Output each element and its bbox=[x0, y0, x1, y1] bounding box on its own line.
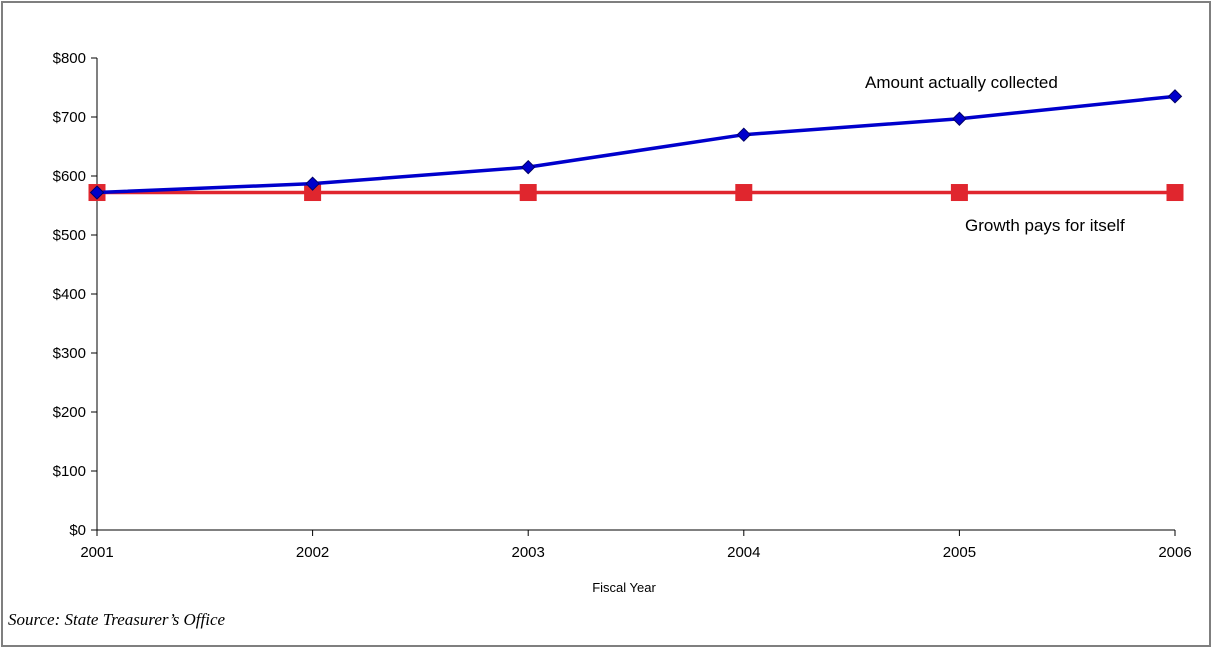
data-point-square bbox=[519, 184, 537, 202]
y-tick-label: $100 bbox=[53, 463, 86, 480]
data-point-diamond bbox=[1167, 89, 1183, 104]
x-tick-label: 2005 bbox=[943, 544, 976, 561]
data-point-square bbox=[950, 184, 968, 202]
x-tick-label: 2006 bbox=[1158, 544, 1191, 561]
y-tick-label: $700 bbox=[53, 109, 86, 126]
x-tick-label: 2003 bbox=[512, 544, 545, 561]
y-tick-label: $600 bbox=[53, 168, 86, 185]
x-axis-label: Fiscal Year bbox=[592, 580, 656, 595]
y-tick-labels: $0 $100 $200 $300 $400 $500 $600 $700 $800 bbox=[53, 50, 86, 539]
x-tick-labels: 2001 2002 2003 2004 2005 2006 bbox=[80, 544, 1191, 561]
x-tick-label: 2001 bbox=[80, 544, 113, 561]
data-point-diamond bbox=[952, 111, 967, 126]
series-group bbox=[88, 89, 1184, 202]
series-line-collected bbox=[96, 94, 1176, 195]
series-label-growth: Growth pays for itself bbox=[965, 216, 1125, 235]
y-tick-label: $0 bbox=[69, 522, 86, 539]
data-point-diamond bbox=[736, 127, 752, 142]
data-point-square bbox=[304, 184, 322, 202]
x-tick-label: 2004 bbox=[727, 544, 760, 561]
y-tick-label: $300 bbox=[53, 345, 86, 362]
y-tick-label: $500 bbox=[53, 227, 86, 244]
y-tick-label: $200 bbox=[53, 404, 86, 421]
source-note: Source: State Treasurer’s Office bbox=[8, 610, 226, 629]
data-point-diamond bbox=[305, 176, 320, 191]
series-label-collected: Amount actually collected bbox=[865, 73, 1058, 92]
data-point-diamond bbox=[89, 185, 105, 200]
data-point-square bbox=[735, 184, 753, 202]
y-tick-label: $400 bbox=[53, 286, 86, 303]
y-tick-label: $800 bbox=[53, 50, 86, 67]
data-point-diamond bbox=[520, 159, 536, 175]
axes bbox=[91, 57, 1176, 536]
data-point-square bbox=[1166, 184, 1184, 202]
x-tick-label: 2002 bbox=[296, 544, 329, 561]
